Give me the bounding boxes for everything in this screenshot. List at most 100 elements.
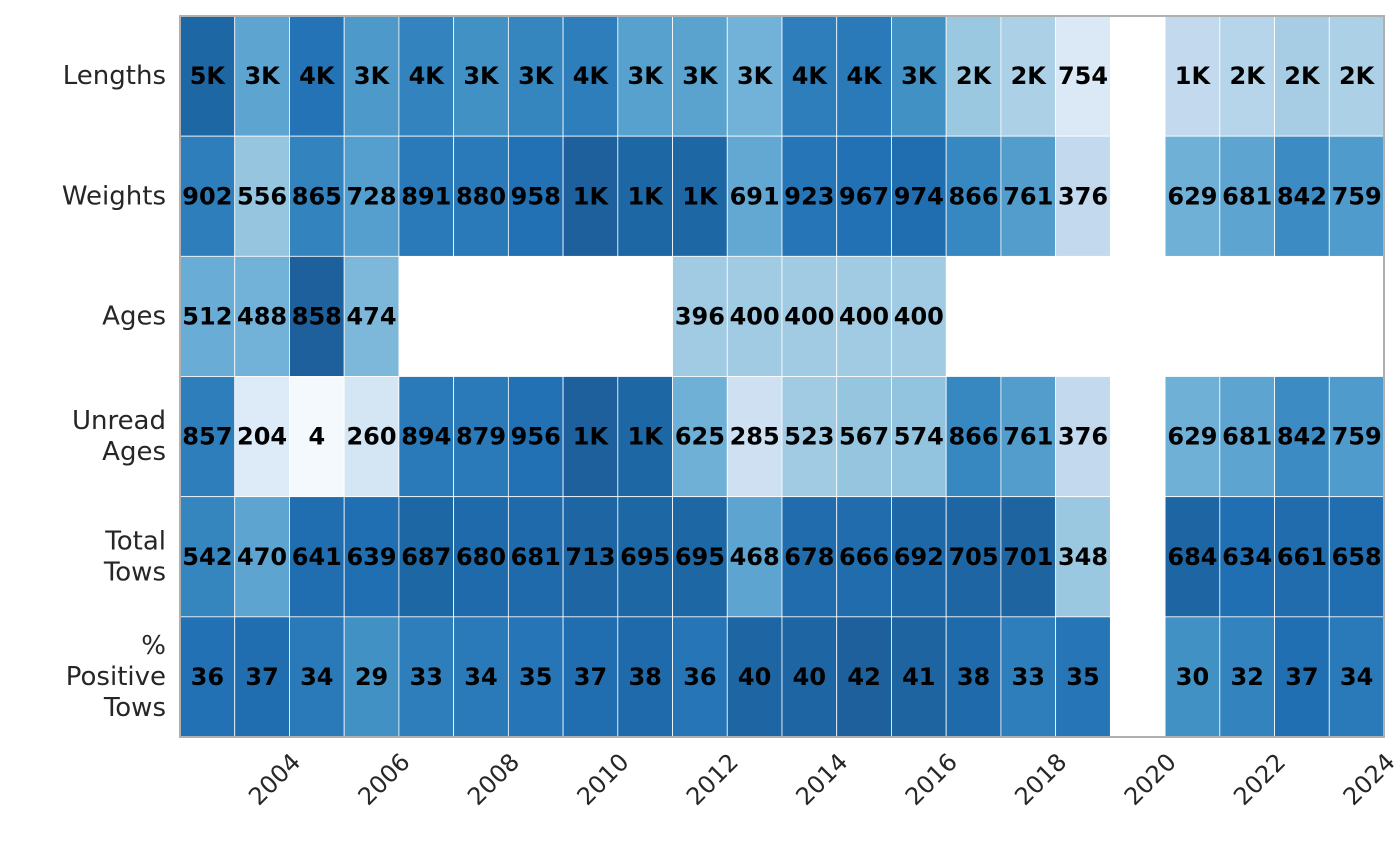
cell-value-label: 894 [401,423,451,451]
row-label-line: Weights [62,181,166,211]
heatmap-cell [507,135,564,257]
row-label: Unread Ages [72,406,166,467]
cell-value-label: 35 [1066,663,1099,691]
cell-value-label: 639 [346,543,396,571]
heatmap-cell [1219,616,1275,738]
cell-value-label: 400 [730,302,780,330]
row-label-line: Ages [102,301,166,331]
cell-value-label: 1K [682,182,719,210]
heatmap-cell [945,616,1002,738]
heatmap-cell [1274,616,1330,738]
cell-value-label: 891 [401,182,451,210]
heatmap-cells [179,15,1385,738]
heatmap-cell [781,496,838,618]
heatmap-cell [1219,15,1275,137]
heatmap-cell [1219,135,1275,257]
cell-value-label: 37 [574,663,607,691]
heatmap-cell [1000,135,1057,257]
cell-value-label: 512 [182,302,232,330]
heatmap-cell [1219,376,1275,498]
heatmap-cell [234,376,290,498]
cell-value-label: 40 [793,663,826,691]
cell-value-label: 34 [464,663,497,691]
cell-value-label: 761 [1003,182,1053,210]
heatmap-cell [1000,496,1057,618]
heatmap-cell [672,496,728,618]
heatmap-cell [453,15,509,137]
cell-value-label: 4K [573,62,610,90]
cell-value-label: 35 [519,663,552,691]
heatmap-cell [781,616,838,738]
heatmap-cell [836,376,892,498]
row-label: Weights [62,181,166,211]
heatmap-cell [398,376,455,498]
cell-value-label: 400 [839,302,889,330]
cell-value-label: 701 [1003,543,1053,571]
cell-value-label: 4K [846,62,883,90]
x-tick-label: 2004 [243,748,306,811]
row-label: Ages [102,301,166,331]
heatmap-cell [398,496,455,618]
cell-value-label: 468 [730,543,780,571]
cell-value-label: 488 [237,302,287,330]
cell-value-label: 691 [730,182,780,210]
cell-value-label: 29 [355,663,388,691]
cell-value-label: 260 [346,423,396,451]
heatmap-cell [1219,496,1275,618]
cell-value-label: 37 [1285,663,1318,691]
heatmap-cell [289,376,345,498]
heatmap-cell [562,376,619,498]
heatmap-cell [672,616,728,738]
cell-value-label: 41 [902,663,935,691]
heatmap-cell [234,616,290,738]
heatmap-cell [1274,135,1330,257]
row-label-line: Unread [72,406,166,436]
cell-value-label: 400 [784,302,834,330]
cell-value-label: 400 [894,302,944,330]
heatmap-cell [617,496,673,618]
cell-value-label: 3K [737,62,774,90]
cell-value-label: 32 [1230,663,1263,691]
cell-value-label: 705 [948,543,998,571]
cell-value-label: 680 [456,543,506,571]
cell-value-label: 3K [628,62,665,90]
x-tick-label: 2012 [681,748,744,811]
heatmap-cell [945,15,1002,137]
cell-value-label: 1K [573,423,610,451]
cell-value-label: 923 [784,182,834,210]
heatmap-cell [1164,15,1221,137]
heatmap-cell [836,616,892,738]
cell-value-label: 974 [894,182,944,210]
cell-value-label: 666 [839,543,889,571]
cell-value-label: 38 [628,663,661,691]
cell-value-label: 396 [675,302,725,330]
heatmap-cell [1274,15,1330,137]
x-tick-label: 2024 [1338,748,1400,811]
row-label: % Positive Tows [66,631,166,723]
x-tick-label: 2014 [790,748,853,811]
cell-value-label: 842 [1277,182,1327,210]
cell-value-label: 857 [182,423,232,451]
heatmap-cell [781,255,838,377]
heatmap-cell [836,496,892,618]
cell-value-label: 34 [1340,663,1373,691]
cell-value-label: 2K [1011,62,1048,90]
cell-value-label: 556 [237,182,287,210]
cell-value-label: 37 [245,663,278,691]
cell-value-label: 1K [1175,62,1212,90]
heatmap-cell [891,496,947,618]
x-tick-label: 2018 [1009,748,1072,811]
heatmap-cell [1328,135,1385,257]
cell-value-label: 523 [784,423,834,451]
cell-value-label: 713 [565,543,615,571]
row-label-line: % [141,631,166,661]
cell-value-label: 40 [738,663,771,691]
x-axis-ticks: 2004 2006 2008 2010 2012 2014 2016 2018 2020 2022… [243,748,1400,811]
plot-frame [179,15,1385,738]
heatmap-cell [1055,496,1111,618]
cell-value-label: 681 [1222,182,1272,210]
heatmap-cell [289,616,345,738]
heatmap-cell [343,616,400,738]
heatmap-cell [945,135,1002,257]
